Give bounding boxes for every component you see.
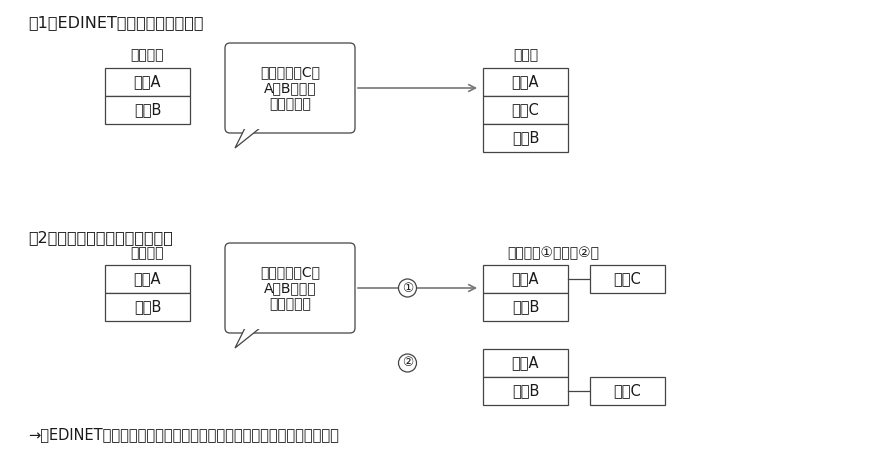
Text: 科目B: 科目B: [134, 299, 161, 315]
Text: 標準科目: 標準科目: [131, 246, 165, 260]
Text: 科目B: 科目B: [512, 131, 540, 146]
Bar: [105, 68, 190, 96]
Text: 科目A: 科目A: [512, 75, 540, 89]
Text: 追加後: 追加後: [513, 48, 538, 62]
Text: 科目C: 科目C: [512, 103, 540, 117]
Circle shape: [399, 279, 416, 297]
Bar: [483, 349, 568, 377]
Bar: [483, 68, 568, 96]
Bar: [483, 293, 568, 321]
Text: 科目A: 科目A: [134, 75, 161, 89]
Polygon shape: [235, 128, 260, 148]
Text: 科目B: 科目B: [134, 103, 161, 117]
Bar: [483, 265, 568, 293]
Bar: [483, 124, 568, 152]
Bar: [590, 377, 665, 405]
FancyBboxPatch shape: [225, 243, 355, 333]
Text: 科目C: 科目C: [613, 272, 641, 287]
Text: 科目B: 科目B: [512, 384, 540, 398]
Bar: [105, 293, 190, 321]
Text: 科目A: 科目A: [512, 356, 540, 370]
Text: 追加後（①または②）: 追加後（①または②）: [507, 246, 599, 260]
Text: （2）国税庁の仕様（イメージ）: （2）国税庁の仕様（イメージ）: [28, 230, 173, 245]
Bar: [105, 96, 190, 124]
Text: 科目A: 科目A: [134, 272, 161, 287]
Text: 標準科目: 標準科目: [131, 48, 165, 62]
Text: →　EDINETでどの勘定科目を追加しているか把握する必要があります。: → EDINETでどの勘定科目を追加しているか把握する必要があります。: [28, 428, 339, 443]
Bar: [590, 265, 665, 293]
Bar: [105, 265, 190, 293]
FancyBboxPatch shape: [225, 43, 355, 133]
Text: （1）EDINETの仕様（イメージ）: （1）EDINETの仕様（イメージ）: [28, 15, 203, 30]
Circle shape: [399, 354, 416, 372]
Text: 科目B: 科目B: [512, 299, 540, 315]
Text: 科目A: 科目A: [512, 272, 540, 287]
Polygon shape: [235, 328, 260, 348]
Text: ②: ②: [402, 357, 413, 369]
Bar: [483, 96, 568, 124]
Text: ①: ①: [402, 281, 413, 295]
Text: 科目C: 科目C: [613, 384, 641, 398]
Bar: [483, 377, 568, 405]
Text: 新たに科目Cを
AとBの間に
追加したい: 新たに科目Cを AとBの間に 追加したい: [260, 65, 320, 111]
Text: 新たに科目Cを
AとBの間に
追加したい: 新たに科目Cを AとBの間に 追加したい: [260, 265, 320, 311]
